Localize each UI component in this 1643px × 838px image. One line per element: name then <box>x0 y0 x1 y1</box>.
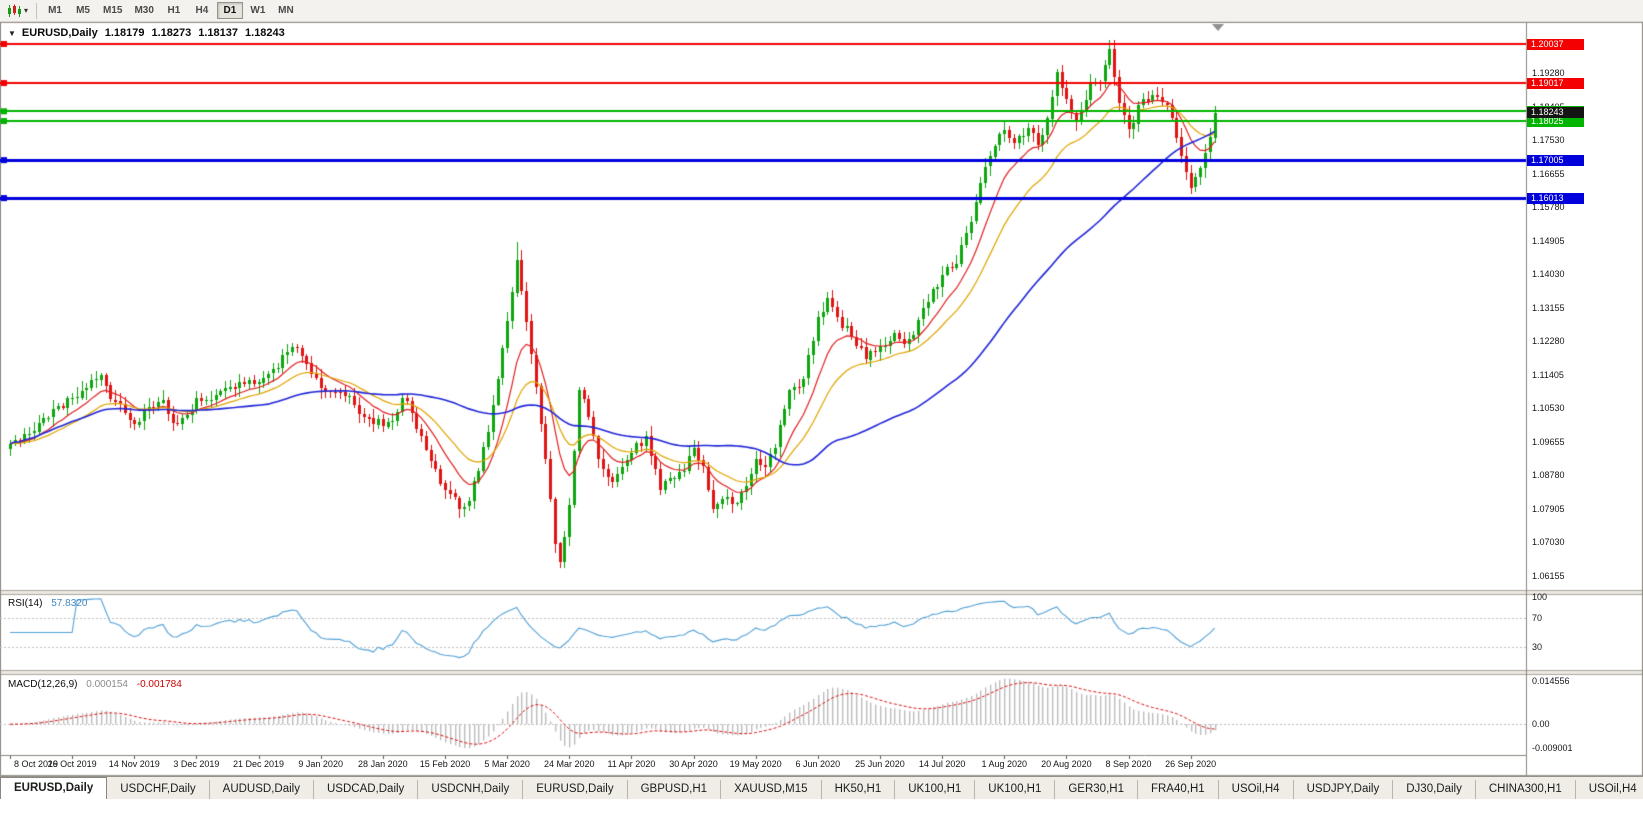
symbol-tab-fra40-h1[interactable]: FRA40,H1 <box>1137 780 1219 799</box>
ohlc-high-value: 1.18273 <box>151 27 192 39</box>
rsi-value: 57.8320 <box>51 598 88 609</box>
timeframe-button-m5[interactable]: M5 <box>76 5 90 16</box>
timeframe-button-m15[interactable]: M15 <box>103 5 123 16</box>
price-axis-label: 1.15780 <box>1532 202 1565 213</box>
time-axis-label: 30 Apr 2020 <box>669 759 718 769</box>
time-axis-label: 28 Jan 2020 <box>358 759 408 769</box>
symbol-tab-bar: EURUSD,Daily USDCHF,Daily AUDUSD,Daily USDC… <box>0 776 1643 799</box>
timeframe-toolbar: ▾ M1 M5 M15 M30 H1 H4 D1 W1 MN <box>0 0 1643 22</box>
timeframe-button-m1[interactable]: M1 <box>48 5 62 16</box>
timeframe-button-h1[interactable]: H1 <box>167 5 181 16</box>
symbol-tab-china300-h1[interactable]: CHINA300,H1 <box>1475 780 1576 799</box>
time-axis-label: 25 Jun 2020 <box>855 759 905 769</box>
time-axis-label: 1 Aug 2020 <box>981 759 1028 769</box>
price-axis-label: 1.14905 <box>1532 235 1565 246</box>
price-axis-label: 1.14030 <box>1532 269 1565 280</box>
macd-scale-top-label: 0.014556 <box>1532 676 1570 686</box>
price-axis-label: 1.08780 <box>1532 470 1565 481</box>
time-axis-label: 6 Jun 2020 <box>795 759 841 769</box>
level-price-tag: 1.20037 <box>1527 38 1584 50</box>
symbol-tab-audusd-daily[interactable]: AUDUSD,Daily <box>209 780 314 799</box>
time-axis-label: 24 Mar 2020 <box>543 759 595 769</box>
macd-signal-value: -0.001784 <box>136 679 182 690</box>
rsi-scale-label: 100 <box>1532 592 1548 602</box>
timeframe-button-d1[interactable]: D1 <box>216 2 243 19</box>
time-axis-label: 19 May 2020 <box>729 759 782 769</box>
time-axis-label: 11 Apr 2020 <box>607 759 656 769</box>
time-axis-label: 5 Mar 2020 <box>484 759 530 769</box>
toolbar-separator <box>36 2 38 19</box>
ohlc-low-value: 1.18137 <box>198 27 239 39</box>
symbol-tab-usdcad-daily[interactable]: USDCAD,Daily <box>313 780 419 799</box>
macd-name: MACD(12,26,9) <box>8 679 78 690</box>
price-axis-label: 1.13155 <box>1532 302 1565 313</box>
timeframe-button-m30[interactable]: M30 <box>134 5 154 16</box>
price-axis-label: 1.07905 <box>1532 503 1565 514</box>
chart-type-button[interactable]: ▾ <box>3 2 32 20</box>
ohlc-close-value: 1.18243 <box>245 27 285 39</box>
macd-scale-bottom-label: -0.009001 <box>1532 743 1573 753</box>
symbol-tab-uk100-h1[interactable]: UK100,H1 <box>975 780 1056 799</box>
chart-header: ▼ EURUSD,Daily 1.18179 1.18273 1.18137 1… <box>8 27 285 39</box>
dropdown-caret-icon: ▾ <box>24 6 29 15</box>
candlestick-chart-icon <box>8 4 21 17</box>
timeframe-button-h4[interactable]: H4 <box>195 5 209 16</box>
time-axis-label: 15 Feb 2020 <box>419 759 471 769</box>
price-axis-label: 1.06155 <box>1532 570 1565 581</box>
symbol-tab-eurusd-daily[interactable]: EURUSD,Daily <box>523 780 628 799</box>
symbol-tab-usoil-h4[interactable]: USOil,H4 <box>1218 780 1294 799</box>
time-axis-label: 8 Oct 2019 <box>13 759 59 769</box>
symbol-tab-usoil-h4[interactable]: USOil,H4 <box>1575 780 1643 799</box>
price-axis-label: 1.12280 <box>1532 336 1565 347</box>
one-click-trading-toggle-icon[interactable]: ▼ <box>8 28 16 38</box>
price-axis-label: 1.19280 <box>1532 68 1565 78</box>
level-price-tag: 1.17005 <box>1527 154 1584 166</box>
symbol-tab-xauusd-m15[interactable]: XAUUSD,M15 <box>721 780 822 799</box>
time-axis-label: 20 Aug 2020 <box>1041 759 1092 769</box>
time-axis-label: 26 Sep 2020 <box>1165 759 1217 769</box>
price-axis-label: 1.10530 <box>1532 403 1565 414</box>
time-axis-label: 26 Oct 2019 <box>47 759 97 769</box>
ohlc-open-value: 1.18179 <box>104 27 145 39</box>
level-price-tag: 1.19017 <box>1527 77 1584 89</box>
timeframe-button-mn[interactable]: MN <box>278 5 294 16</box>
rsi-level-high-label: 70 <box>1532 612 1543 623</box>
time-axis-label: 3 Dec 2019 <box>173 759 220 769</box>
chart-symbol-label: EURUSD,Daily <box>21 27 98 39</box>
price-axis-label: 1.07030 <box>1532 537 1565 548</box>
time-axis-label: 9 Jan 2020 <box>298 759 343 769</box>
symbol-tab-hk50-h1[interactable]: HK50,H1 <box>821 780 896 799</box>
symbol-tab-ger30-h1[interactable]: GER30,H1 <box>1055 780 1138 799</box>
symbol-tab-dj30-daily[interactable]: DJ30,Daily <box>1393 780 1476 799</box>
rsi-level-low-label: 30 <box>1532 642 1543 653</box>
timeframe-buttons: M1 M5 M15 M30 H1 H4 D1 W1 MN <box>41 2 300 19</box>
price-axis[interactable] <box>1527 22 1643 755</box>
rsi-name: RSI(14) <box>8 598 43 609</box>
rsi-indicator-label: RSI(14) 57.8320 <box>8 598 87 609</box>
current-price-tag: 1.18243 <box>1527 107 1584 119</box>
symbol-tab-usdjpy-daily[interactable]: USDJPY,Daily <box>1293 780 1394 799</box>
price-axis-label: 1.11405 <box>1532 369 1564 380</box>
macd-indicator-label: MACD(12,26,9) 0.000154 -0.001784 <box>8 679 182 690</box>
symbol-tab-usdcnh-daily[interactable]: USDCNH,Daily <box>418 780 524 799</box>
price-axis-label: 1.09655 <box>1532 436 1565 447</box>
symbol-tab-usdchf-daily[interactable]: USDCHF,Daily <box>107 780 210 799</box>
symbol-tab-eurusd-daily[interactable]: EURUSD,Daily <box>0 777 108 799</box>
time-axis-label: 8 Sep 2020 <box>1105 759 1152 769</box>
symbol-tab-gbpusd-h1[interactable]: GBPUSD,H1 <box>627 780 722 799</box>
timeframe-button-w1[interactable]: W1 <box>250 5 266 16</box>
level-price-tag: 1.16013 <box>1527 192 1584 204</box>
price-axis-label: 1.17530 <box>1532 135 1565 146</box>
time-axis-label: 14 Nov 2019 <box>108 759 160 769</box>
macd-scale-zero-label: 0.00 <box>1532 719 1550 730</box>
macd-main-value: 0.000154 <box>86 679 128 690</box>
price-axis-label: 1.16655 <box>1532 168 1565 179</box>
time-axis-label: 14 Jul 2020 <box>918 759 966 769</box>
time-axis-label: 21 Dec 2019 <box>233 759 285 769</box>
level-price-tag: 1.18025 <box>1527 115 1584 127</box>
symbol-tab-uk100-h1[interactable]: UK100,H1 <box>895 780 976 799</box>
